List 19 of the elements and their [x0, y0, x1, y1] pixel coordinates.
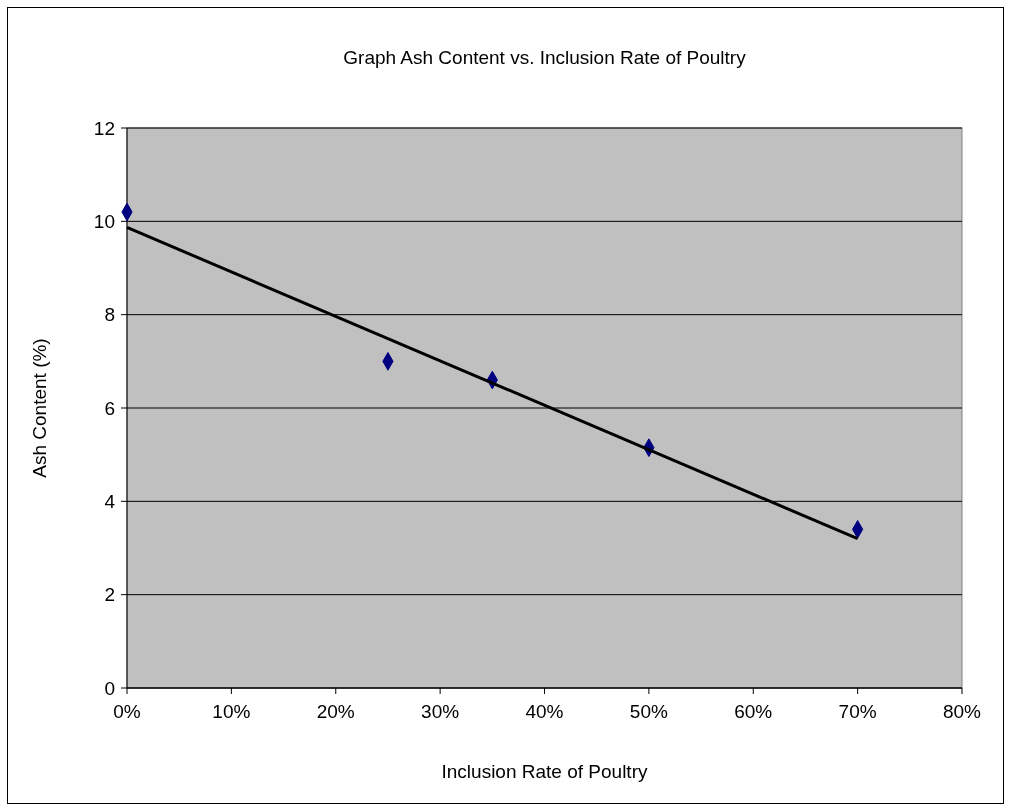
x-tick-label: 30% [421, 701, 460, 722]
y-axis-title: Ash Content (%) [29, 338, 50, 478]
y-tick-label: 2 [104, 584, 115, 606]
y-tick-label: 8 [104, 304, 115, 326]
x-tick-label: 10% [212, 701, 251, 722]
x-tick-label: 50% [629, 701, 668, 722]
x-axis-title: Inclusion Rate of Poultry [441, 761, 648, 782]
x-tick-label: 70% [838, 701, 877, 722]
x-tick-label: 20% [316, 701, 355, 722]
y-tick-label: 0 [104, 677, 115, 699]
y-tick-label: 4 [104, 490, 116, 512]
x-tick-label: 80% [942, 701, 982, 722]
y-tick-label: 12 [93, 117, 115, 139]
x-tick-label: 40% [525, 701, 564, 722]
x-tick-label: 60% [734, 701, 773, 722]
x-tick-label: 0% [113, 701, 141, 722]
y-tick-label: 10 [93, 210, 115, 232]
chart-title: Graph Ash Content vs. Inclusion Rate of Poultry [343, 47, 747, 68]
y-tick-label: 6 [104, 397, 115, 419]
